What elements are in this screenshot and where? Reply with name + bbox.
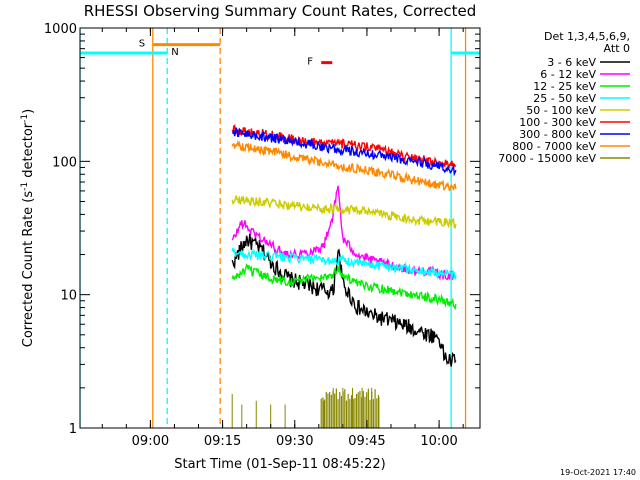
series-line-7	[231, 139, 457, 191]
legend-entry-label: 12 - 25 keV	[533, 80, 596, 93]
y-tick-label: 1000	[44, 22, 77, 37]
legend-entry-label: 50 - 100 keV	[526, 104, 596, 117]
marker-label-f: F	[307, 57, 313, 68]
x-axis-label: Start Time (01-Sep-11 08:45:22)	[174, 457, 385, 472]
y-tick-label: 100	[52, 155, 77, 170]
legend-entry-label: 800 - 7000 keV	[512, 140, 596, 153]
legend-header: Det 1,3,4,5,6,9,	[544, 30, 630, 43]
legend-entry-label: 3 - 6 keV	[547, 56, 596, 69]
series-line-4	[231, 195, 457, 230]
night-span-label: N	[171, 47, 178, 58]
plot-inner	[80, 28, 480, 428]
chart-title: RHESSI Observing Summary Count Rates, Co…	[84, 2, 477, 20]
x-tick-label: 09:15	[204, 434, 241, 449]
series-line-6	[232, 127, 457, 177]
legend-entry-label: 6 - 12 keV	[540, 68, 596, 81]
plot-area: 1 10 100 1000 09:00 09:15 09:30 09:45 10:00 N S F	[44, 22, 481, 449]
x-tick-label: 09:30	[276, 434, 313, 449]
legend-entry-label: 300 - 800 keV	[519, 128, 596, 141]
x-tick-label: 09:45	[348, 434, 385, 449]
axes-frame	[79, 27, 481, 429]
series-line-3	[231, 247, 457, 280]
y-axis-label: Corrected Count Rate (s-1 detector-1)	[20, 109, 36, 347]
marker-label-s: S	[139, 39, 145, 50]
y-tick-label: 10	[60, 289, 77, 304]
y-tick-label: 1	[69, 422, 77, 437]
legend-entry-label: 25 - 50 keV	[533, 92, 596, 105]
legend-entry-label: 7000 - 15000 keV	[498, 152, 596, 165]
series-line-2	[231, 263, 457, 311]
series-line-1	[231, 185, 457, 281]
x-tick-label: 09:00	[132, 434, 169, 449]
footer-date: 19-Oct-2021 17:40	[560, 468, 636, 477]
series-line-0	[231, 233, 457, 367]
x-tick-label: 10:00	[420, 434, 457, 449]
legend-entry-label: 100 - 300 keV	[519, 116, 596, 129]
legend-header: Att 0	[604, 42, 630, 55]
